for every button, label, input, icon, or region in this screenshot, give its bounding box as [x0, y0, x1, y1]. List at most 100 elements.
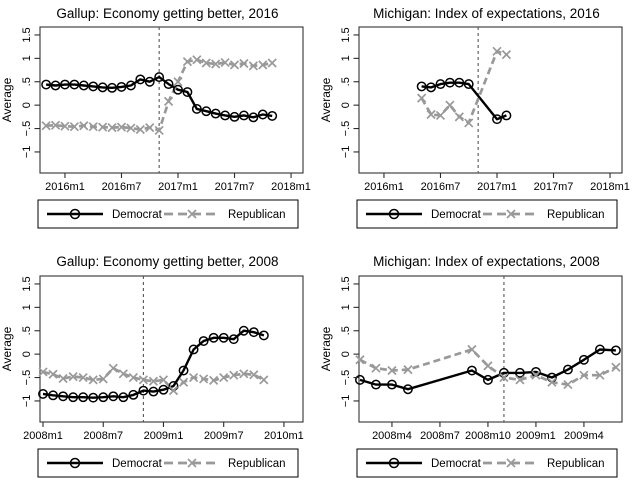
- y-axis-title: Average: [0, 77, 14, 122]
- x-tick-label: 2016m1: [364, 181, 404, 193]
- plot-box: [39, 26, 304, 174]
- y-tick-label: .5: [21, 326, 33, 335]
- panel-gallup-2016: Gallup: Economy getting better, 2016 1.5…: [0, 0, 319, 243]
- y-tick-label: 0: [21, 102, 33, 108]
- x-tick-label: 2018m1: [271, 181, 311, 193]
- plot-box: [358, 26, 623, 174]
- legend-democrat-label: Democrat: [112, 458, 163, 470]
- republican-markers: [355, 344, 621, 390]
- y-tick-label: 1: [340, 304, 352, 310]
- legend-democrat-marker: [69, 457, 81, 469]
- x-tick-label: 2008m4: [372, 430, 412, 442]
- legend-republican-marker: [506, 458, 516, 468]
- legend-democrat-marker: [69, 208, 81, 220]
- republican-line: [42, 366, 265, 392]
- y-tick-label: −1: [340, 395, 352, 408]
- y-tick-label: −1: [21, 146, 33, 159]
- y-axis-title: Average: [319, 77, 333, 122]
- panel-title: Gallup: Economy getting better, 2016: [56, 6, 279, 21]
- plot-area-michigan-2016: 1.5 1.5 0 −.5 −1 2016m1 2016m7 2017m1 2017m7 2018…: [319, 24, 638, 243]
- democrat-line: [45, 75, 273, 119]
- legend-democrat-marker: [388, 457, 400, 469]
- legend: Democrat Republican: [356, 448, 618, 478]
- panel-gallup-2008: Gallup: Economy getting better, 2008 1.5…: [0, 243, 319, 486]
- y-tick-label: 1.5: [340, 27, 352, 42]
- y-tick-label: −.5: [340, 370, 352, 386]
- democrat-line: [42, 329, 265, 399]
- legend-democrat-label: Democrat: [112, 209, 163, 221]
- legend: Democrat Republican: [37, 448, 299, 478]
- x-tick-label: 2008m1: [23, 430, 63, 442]
- x-tick-label: 2017m7: [534, 181, 574, 193]
- y-tick-label: 1.5: [21, 27, 33, 42]
- x-tick-label: 2008m7: [83, 430, 123, 442]
- plot-area-michigan-2008: 1.5 1.5 0 −.5 −1 2008m4 2008m7 2008m10 2009m1 200…: [319, 273, 638, 486]
- y-tick-label: .5: [21, 77, 33, 86]
- y-axis-title: Average: [319, 326, 333, 371]
- y-tick-label: −1: [340, 146, 352, 159]
- x-tick-label: 2016m7: [102, 181, 142, 193]
- legend-democrat-label: Democrat: [431, 209, 482, 221]
- legend-republican-label: Republican: [547, 209, 605, 221]
- y-tick-label: 1.5: [21, 276, 33, 291]
- x-tick-label: 2017m1: [477, 181, 517, 193]
- panel-michigan-2016: Michigan: Index of expectations, 2016 1.…: [319, 0, 638, 243]
- y-tick-label: .5: [340, 326, 352, 335]
- republican-markers: [41, 55, 277, 136]
- y-tick-label: 0: [21, 351, 33, 357]
- x-tick-label: 2018m1: [590, 181, 630, 193]
- panel-michigan-2008: Michigan: Index of expectations, 2008 1.…: [319, 243, 638, 486]
- republican-markers: [417, 46, 512, 128]
- y-tick-label: 1.5: [340, 276, 352, 291]
- x-tick-label: 2009m1: [516, 430, 556, 442]
- legend-democrat-label: Democrat: [431, 458, 482, 470]
- democrat-markers: [41, 72, 278, 123]
- y-tick-label: 1: [340, 55, 352, 61]
- x-tick-label: 2017m1: [158, 181, 198, 193]
- x-tick-label: 2009m7: [204, 430, 244, 442]
- legend-republican-marker: [506, 209, 516, 219]
- y-tick-label: −.5: [340, 121, 352, 137]
- y-tick-label: 1: [21, 304, 33, 310]
- republican-line: [420, 49, 507, 125]
- y-tick-label: −1: [21, 395, 33, 408]
- y-tick-label: 1: [21, 55, 33, 61]
- panel-title: Michigan: Index of expectations, 2008: [373, 254, 600, 269]
- y-axis-title: Average: [0, 326, 14, 371]
- legend-republican-marker: [187, 458, 197, 468]
- x-tick-label: 2008m7: [420, 430, 460, 442]
- legend-democrat-marker: [388, 208, 400, 220]
- plot-area-gallup-2008: 1.5 1.5 0 −.5 −1 2008m1 2008m7 2009m1 2009m7 2010…: [0, 273, 319, 486]
- legend-republican-label: Republican: [228, 458, 286, 470]
- democrat-markers: [38, 325, 269, 403]
- panel-title: Gallup: Economy getting better, 2008: [56, 254, 279, 269]
- legend-republican-label: Republican: [547, 458, 605, 470]
- x-tick-label: 2010m1: [264, 430, 304, 442]
- y-tick-label: 0: [340, 102, 352, 108]
- plot-area-gallup-2016: 1.5 1.5 0 −.5 −1 2016m1 2016m7 2017m1 2017m7 2018…: [0, 24, 319, 243]
- y-tick-label: 0: [340, 351, 352, 357]
- panel-title: Michigan: Index of expectations, 2016: [373, 6, 600, 21]
- y-tick-label: −.5: [21, 370, 33, 386]
- democrat-line: [359, 348, 616, 391]
- x-tick-label: 2009m4: [564, 430, 604, 442]
- x-tick-label: 2016m1: [45, 181, 85, 193]
- x-tick-label: 2017m7: [215, 181, 255, 193]
- legend-republican-marker: [187, 209, 197, 219]
- plot-box: [358, 275, 623, 423]
- x-tick-label: 2009m1: [144, 430, 184, 442]
- x-tick-label: 2008m10: [465, 430, 511, 442]
- democrat-markers: [416, 77, 512, 125]
- legend: Democrat Republican: [356, 199, 618, 229]
- y-tick-label: .5: [340, 77, 352, 86]
- y-tick-label: −.5: [21, 121, 33, 137]
- republican-markers: [38, 363, 269, 396]
- legend: Democrat Republican: [37, 199, 299, 229]
- republican-line: [359, 348, 617, 386]
- legend-republican-label: Republican: [228, 209, 286, 221]
